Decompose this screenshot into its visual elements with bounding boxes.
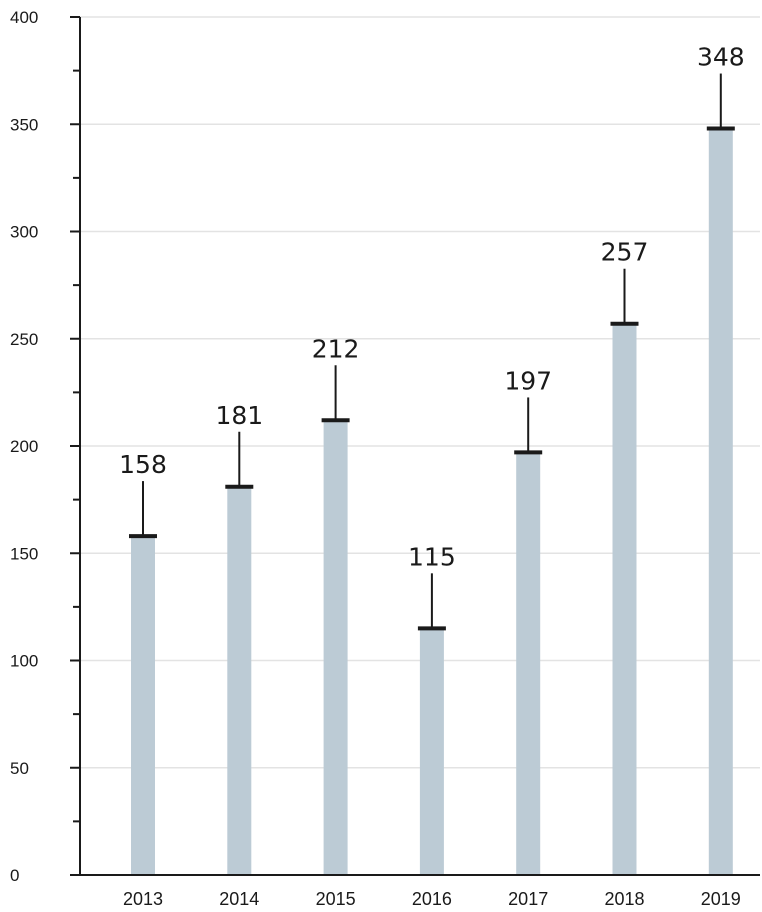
y-tick-label-400: 400 <box>10 8 38 27</box>
gridlines <box>80 16 760 769</box>
labels: 0 50 100 150 200 250 300 350 400 158 2013 181 2014 21… <box>10 8 745 909</box>
value-label-2016: 115 <box>408 542 456 571</box>
x-tick-label-2014: 2014 <box>219 889 259 909</box>
value-label-2015: 212 <box>312 334 360 363</box>
value-label-2017: 197 <box>504 366 552 395</box>
y-tick-label-50: 50 <box>10 759 29 778</box>
y-tick-label-0: 0 <box>10 866 19 885</box>
value-label-2018: 257 <box>601 238 649 267</box>
x-tick-label-2017: 2017 <box>508 889 548 909</box>
value-label-2013: 158 <box>119 450 167 479</box>
x-tick-label-2016: 2016 <box>412 889 452 909</box>
value-label-2014: 181 <box>215 401 263 430</box>
bar-2016 <box>419 628 444 875</box>
bars <box>129 73 735 876</box>
value-label-2019: 348 <box>697 43 745 72</box>
x-tick-label-2015: 2015 <box>316 889 356 909</box>
x-tick-label-2018: 2018 <box>604 889 644 909</box>
y-tick-label-200: 200 <box>10 437 38 456</box>
bar-2019 <box>708 128 733 876</box>
bar-2017 <box>516 452 541 875</box>
y-tick-label-350: 350 <box>10 115 38 134</box>
x-tick-label-2013: 2013 <box>123 889 163 909</box>
x-tick-label-2019: 2019 <box>701 889 741 909</box>
bar-2018 <box>612 323 637 875</box>
axes <box>70 16 760 876</box>
bar-2014 <box>227 486 252 875</box>
bar-2013 <box>131 536 155 875</box>
bar-2015 <box>323 420 348 875</box>
y-tick-label-250: 250 <box>10 330 38 349</box>
y-tick-label-100: 100 <box>10 652 38 671</box>
y-tick-label-150: 150 <box>10 544 38 563</box>
y-tick-label-300: 300 <box>10 223 38 242</box>
